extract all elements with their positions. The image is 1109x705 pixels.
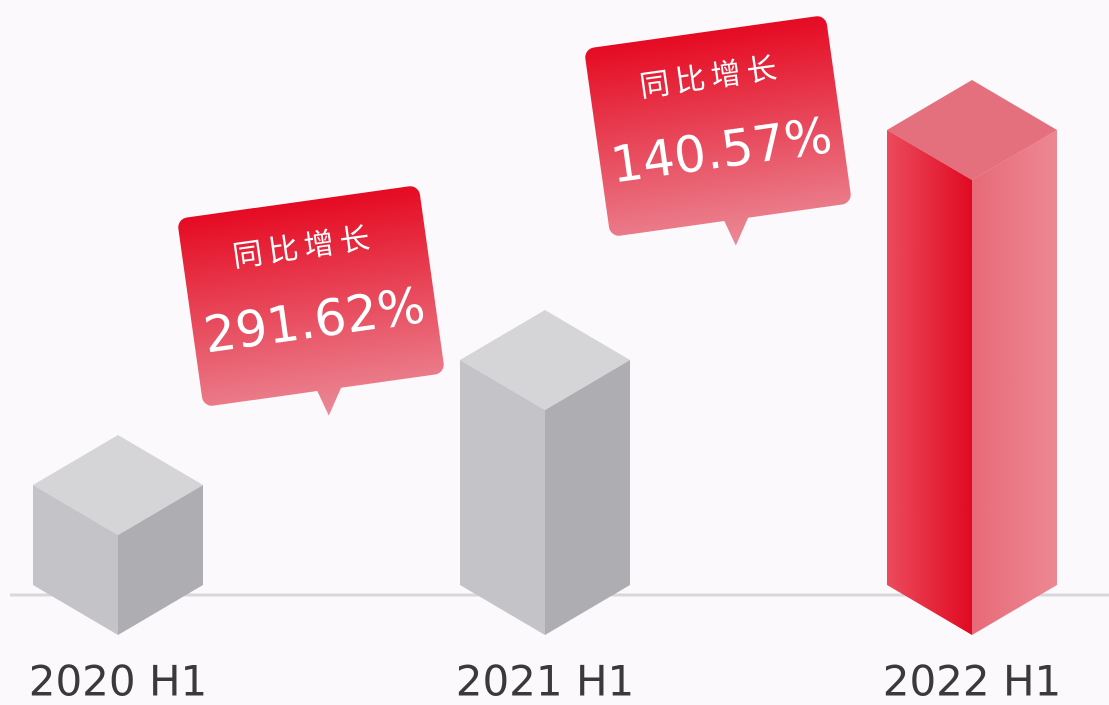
bar-left-face	[460, 360, 545, 635]
bar-top-face	[460, 310, 630, 410]
bar-right-face	[545, 360, 630, 635]
bar	[460, 310, 630, 635]
bar-right-face	[972, 130, 1057, 635]
callout-bubble	[178, 186, 444, 416]
callout-bubble	[585, 16, 851, 246]
bar-left-face	[887, 130, 972, 635]
x-tick-label: 2020 H1	[29, 657, 208, 705]
bar	[33, 435, 203, 635]
x-tick-label: 2021 H1	[456, 657, 635, 705]
bar-top-face	[887, 80, 1057, 180]
bar-top-face	[33, 435, 203, 535]
bar	[887, 80, 1057, 635]
x-tick-label: 2022 H1	[883, 657, 1062, 705]
